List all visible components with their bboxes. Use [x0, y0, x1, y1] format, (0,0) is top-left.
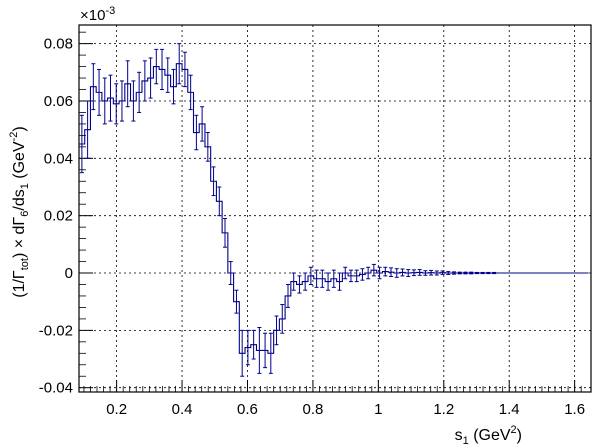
x-tick-label: 1.4: [499, 401, 520, 418]
error-bar: [274, 315, 279, 346]
error-bar: [200, 106, 205, 142]
error-bar: [337, 272, 342, 291]
error-bar: [360, 268, 365, 281]
error-bar: [446, 271, 451, 275]
x-tick-label: 1.2: [433, 401, 454, 418]
error-bar: [257, 326, 262, 374]
error-bar: [268, 332, 273, 374]
error-bar: [474, 271, 479, 275]
error-bar: [297, 275, 302, 294]
error-bar: [343, 266, 348, 280]
x-tick-label: 0.4: [172, 401, 193, 418]
error-bar: [240, 329, 245, 377]
error-bar: [320, 269, 325, 288]
error-bar: [177, 43, 182, 85]
error-bar: [308, 266, 313, 285]
error-bar: [434, 270, 439, 276]
y-tick-label: 0.04: [44, 150, 73, 167]
error-bar: [182, 51, 187, 88]
plot-frame: [78, 24, 592, 393]
error-bar: [285, 283, 290, 308]
error-bar: [119, 80, 124, 122]
error-bar: [114, 83, 119, 125]
error-bar: [154, 48, 159, 85]
x-tick-label: 0.6: [237, 401, 258, 418]
x-tick-label: 0.8: [302, 401, 323, 418]
tick-labels: 0.2 0.4 0.6 0.8 1 1.2 1.4 1.6 -0.04 -0.02 0 0.02 0.0…: [39, 36, 585, 418]
error-bar: [263, 332, 268, 369]
error-bar: [480, 271, 485, 275]
error-bar: [348, 269, 353, 283]
error-bar: [223, 218, 228, 248]
error-bar: [245, 329, 250, 366]
error-bar: [429, 269, 434, 276]
x-axis-title: s1 (GeV2): [455, 424, 522, 447]
error-bar: [326, 272, 331, 291]
y-tick-label: 0: [65, 265, 73, 282]
error-bar: [142, 60, 147, 102]
error-bar: [108, 74, 113, 122]
x-tick-label: 0.2: [106, 401, 127, 418]
error-bar: [371, 263, 376, 277]
error-bar: [492, 271, 497, 275]
error-bar: [486, 271, 491, 275]
error-bar: [411, 269, 416, 277]
error-bar: [280, 304, 285, 334]
x-tick-label: 1.6: [564, 401, 585, 418]
error-bar: [417, 269, 422, 276]
error-bar: [303, 272, 308, 291]
error-bar: [400, 268, 405, 277]
error-bar: [452, 271, 457, 275]
error-bar: [377, 266, 382, 280]
error-bar: [406, 269, 411, 277]
error-bar: [234, 289, 239, 314]
error-bar: [228, 261, 233, 285]
error-bar: [171, 68, 176, 105]
error-bar: [97, 68, 102, 116]
error-bar: [440, 270, 445, 275]
error-bar: [389, 267, 394, 277]
error-bar: [205, 132, 210, 162]
error-bar: [194, 114, 199, 151]
x-tick-label: 1: [374, 401, 382, 418]
error-bar: [125, 60, 130, 108]
error-bar: [331, 269, 336, 288]
y-tick-label: 0.06: [44, 93, 73, 110]
error-bar: [148, 57, 153, 99]
error-bar: [354, 269, 359, 283]
error-bar: [457, 271, 462, 275]
error-bar: [217, 186, 222, 217]
error-bar: [469, 271, 474, 275]
histogram-step-line: [79, 63, 589, 354]
error-bar: [165, 57, 170, 93]
error-bar: [160, 48, 165, 91]
y-axis-title: (1/Γtot) × dΓ6/ds1 (GeV-2): [8, 126, 31, 298]
error-bar: [394, 268, 399, 278]
y-tick-label: -0.04: [39, 380, 73, 397]
y-tick-label: 0.02: [44, 208, 73, 225]
error-bar: [91, 63, 96, 111]
error-bar: [131, 80, 136, 122]
y-tick-label: 0.08: [44, 36, 73, 53]
error-bar: [188, 74, 193, 111]
error-bar: [314, 269, 319, 288]
error-bar: [366, 266, 371, 280]
error-bar: [137, 71, 142, 113]
error-bar: [79, 114, 84, 174]
error-bar: [463, 271, 468, 275]
error-bar: [211, 166, 216, 197]
y-tick-label: -0.02: [39, 322, 73, 339]
error-bar: [291, 272, 296, 291]
error-bar: [102, 77, 107, 125]
error-bar: [383, 266, 388, 277]
grid-layer: [79, 25, 591, 392]
axis-ticks: [79, 31, 582, 392]
error-bar: [251, 329, 256, 360]
error-bar: [423, 270, 428, 276]
data-series: [79, 43, 589, 377]
y-exponent-label: ×10-3: [80, 5, 115, 24]
error-bar: [85, 100, 90, 159]
